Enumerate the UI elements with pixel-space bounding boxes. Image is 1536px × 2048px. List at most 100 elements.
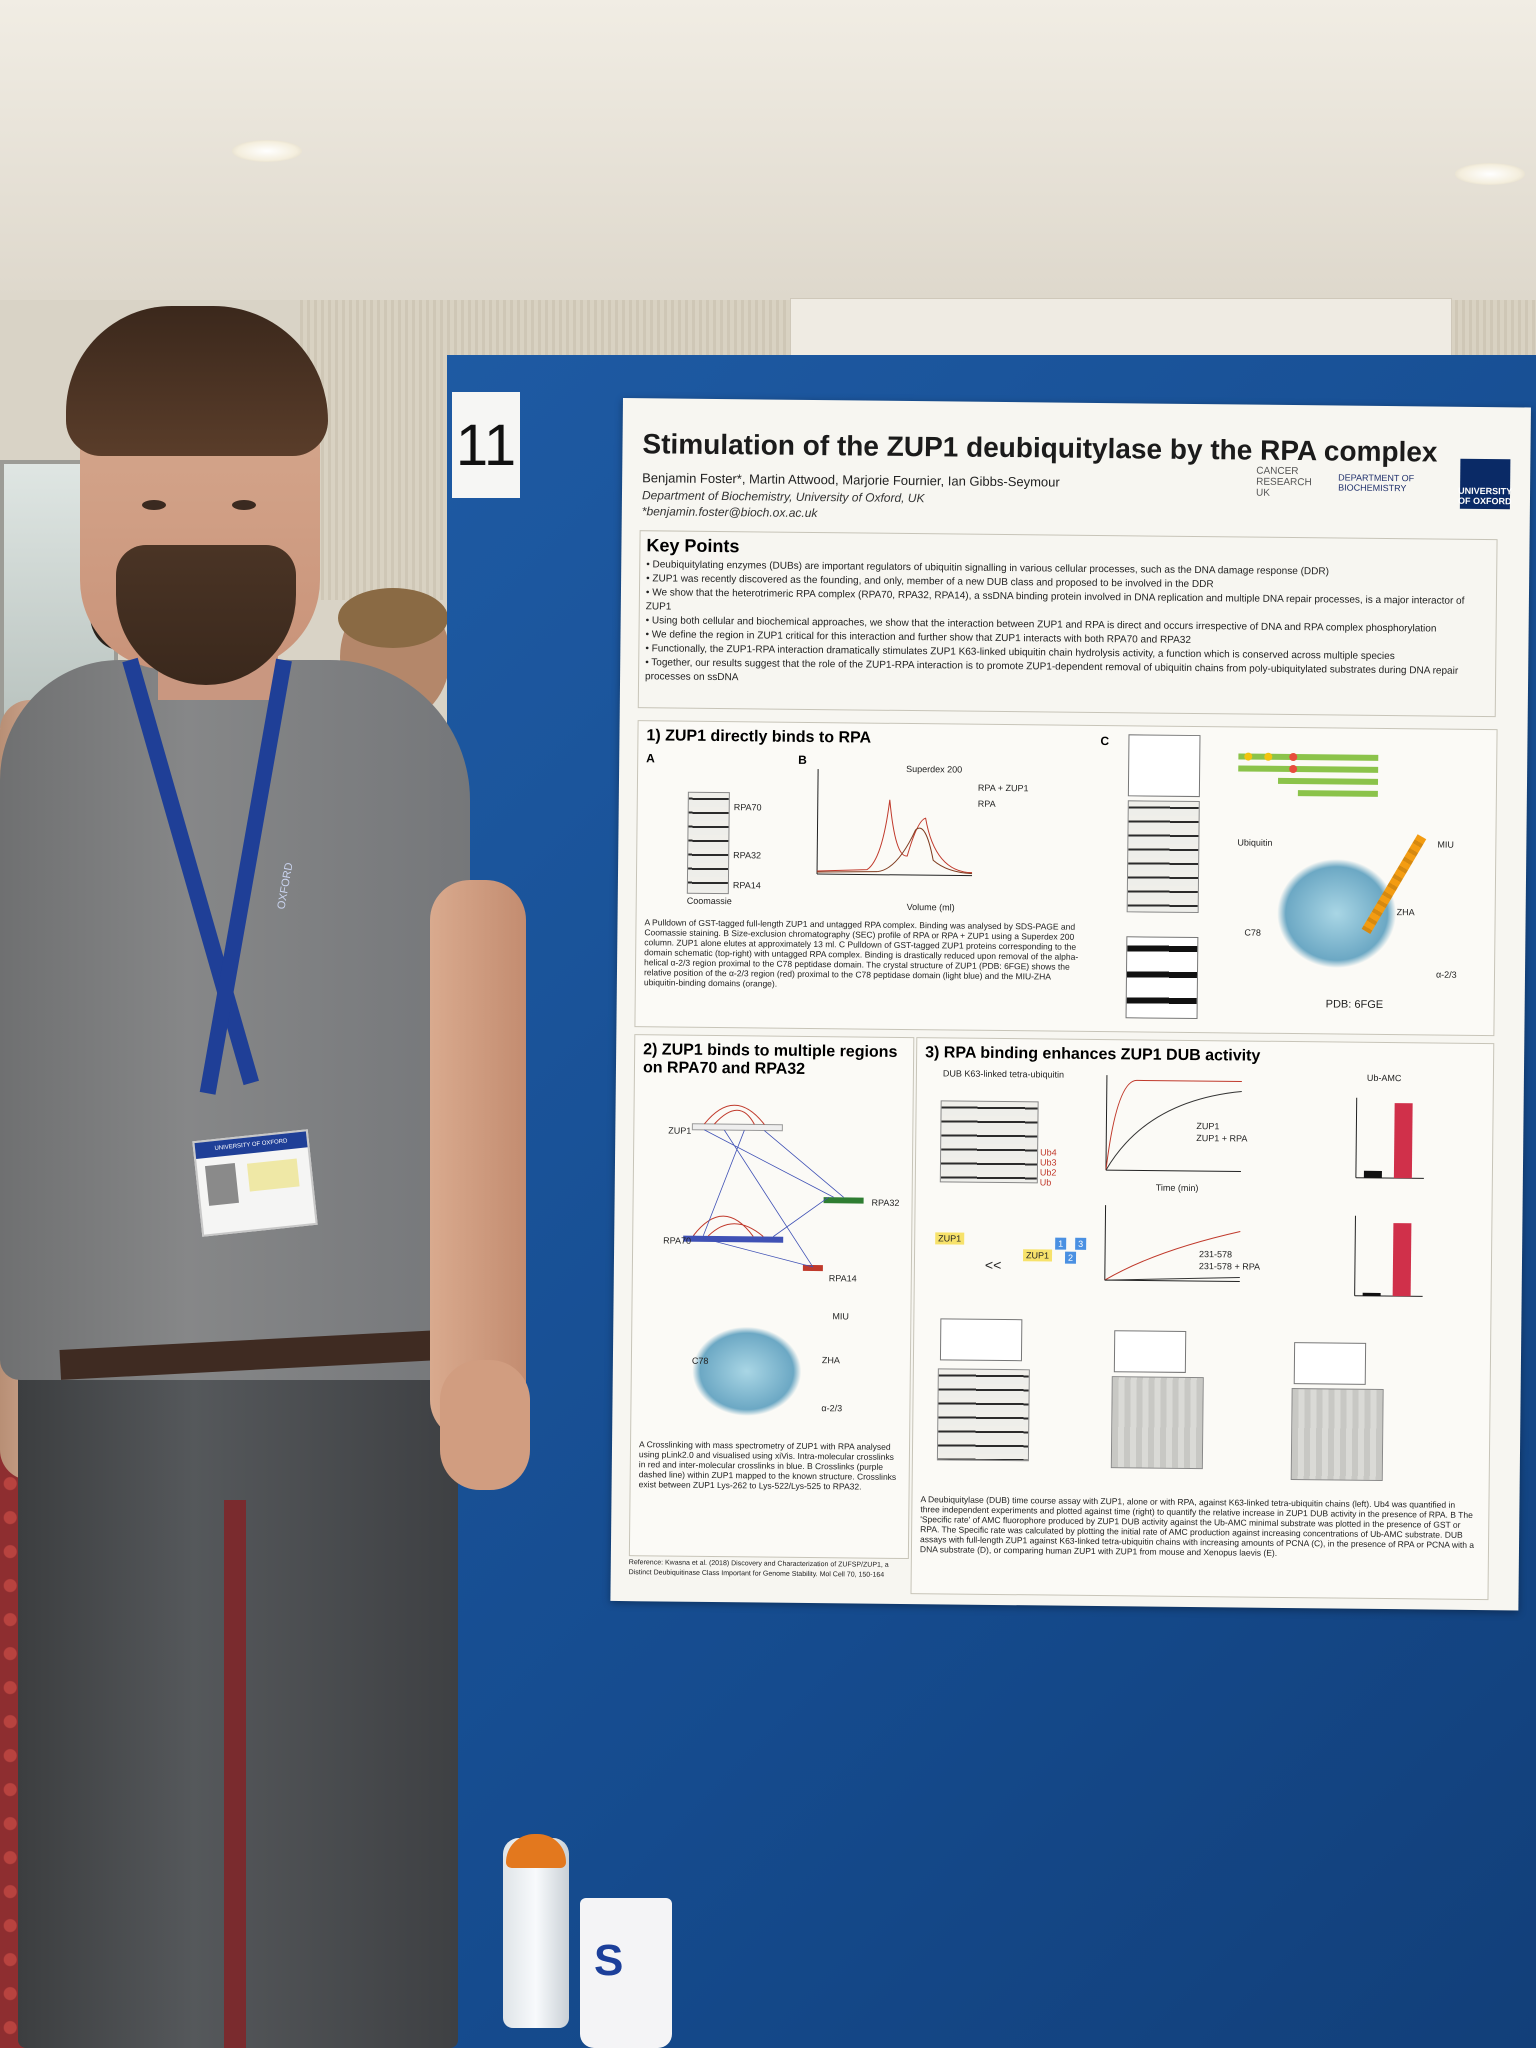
logo-row: CANCER RESEARCH UK DEPARTMENT OF BIOCHEM… [1256,457,1512,510]
protein-structure [691,1325,803,1417]
key-points-box: Key Points • Deubiquitylating enzymes (D… [637,530,1498,718]
poster-reference: Reference: Kwasna et al. (2018) Discover… [628,1559,889,1579]
coomassie-gel [686,791,730,895]
poster-affiliation: Department of Biochemistry, University o… [641,488,925,506]
panel-d-gel [1110,1376,1204,1470]
id-badge: UNIVERSITY OF OXFORD [192,1129,318,1237]
mug: S [580,1898,672,2048]
node-label: ZUP1 [668,1125,692,1136]
bar-wt-rpa [1393,1103,1413,1179]
dub-gel [939,1100,1039,1184]
leg-gap [224,1500,246,2048]
cartoon-rpa: 3 [1075,1237,1087,1250]
structure-label: C78 [691,1355,709,1366]
panel-e-grid [1293,1342,1367,1385]
pulldown-gel [1126,800,1200,914]
ub-label: Ub4 [1040,1147,1057,1158]
cartoon-rpa: 1 [1055,1237,1067,1250]
gel-stain-label: Coomassie [686,895,732,907]
cartoon-rpa: 2 [1064,1251,1077,1264]
curve-zup1-rpa [1105,1079,1242,1171]
section-1-caption: A Pulldown of GST-tagged full-length ZUP… [643,917,1079,989]
cartoon-zup1: ZUP1 [935,1228,965,1246]
time-course-chart-2 [1104,1205,1241,1283]
sec-legend-item: RPA [977,798,996,809]
ceiling-light [1455,163,1525,185]
sec-chart-title: Superdex 200 [906,763,963,775]
department-logo: DEPARTMENT OF BIOCHEMISTRY [1338,472,1415,494]
key-points-list: • Deubiquitylating enzymes (DUBs) are im… [645,558,1490,693]
section-1-box: 1) ZUP1 directly binds to RPA A B C RPA7… [634,720,1498,1037]
gel-label: RPA14 [732,880,761,891]
section-3-heading: 3) RPA binding enhances ZUP1 DUB activit… [925,1044,1261,1065]
time-course-chart-1 [1105,1075,1242,1173]
ceiling-light [232,140,302,162]
structure-label: α-2/3 [1435,969,1457,980]
structure-label: MIU [1437,839,1454,850]
structure-label: Ubiquitin [1237,837,1273,848]
node-label: RPA14 [828,1273,857,1284]
node-label: RPA32 [871,1197,900,1208]
curve-zup1 [1105,1091,1242,1171]
background-person-hair [338,588,448,648]
bar-231-rpa [1392,1223,1412,1297]
curve-legend: 231-578 [1199,1249,1233,1260]
eye [232,500,256,510]
hair [66,306,328,456]
right-arm [430,880,526,1440]
bar-chart-2 [1354,1215,1423,1297]
section-3-box: 3) RPA binding enhances ZUP1 DUB activit… [910,1037,1495,1601]
oxford-logo: UNIVERSITY OF OXFORD [1458,458,1512,510]
curve-legend: ZUP1 [1196,1121,1220,1132]
structure-label: MIU [832,1311,849,1322]
gel-title: DUB K63-linked tetra-ubiquitin [942,1068,1065,1080]
section-2-heading: 2) ZUP1 binds to multiple regions on RPA… [642,1041,898,1078]
research-poster: Stimulation of the ZUP1 deubiquitylase b… [610,398,1531,1611]
sec-legend-item: RPA + ZUP1 [977,782,1029,794]
curve-legend: ZUP1 + RPA [1196,1133,1248,1144]
sec-xlabel: Volume (ml) [906,901,955,913]
mug-text: S [594,1936,624,1985]
crosslink-network [683,1104,864,1272]
cartoon-compare: << [984,1256,1002,1274]
structure-label: ZHA [821,1355,840,1366]
ub-label: Ub2 [1039,1167,1057,1178]
section-2-box: 2) ZUP1 binds to multiple regions on RPA… [628,1034,915,1560]
right-hand [440,1360,530,1490]
bar-chart-1 [1355,1097,1424,1179]
ceiling [0,0,1536,300]
curve-231-578-rpa [1104,1231,1241,1281]
structure-label: α-2/3 [821,1403,843,1414]
ub-amc-label: Ub-AMC [1366,1072,1402,1084]
structure-label: C78 [1244,927,1262,938]
gel-label: RPA70 [733,802,762,813]
poster-email: *benjamin.foster@bioch.ox.ac.uk [641,504,818,521]
water-bottle [503,1838,569,2028]
board-number: 11 [452,392,520,498]
panel-e-gel [1290,1388,1384,1482]
panel-a-label: A [646,751,655,766]
badge-hologram [246,1158,300,1192]
construct-grid [1127,734,1201,798]
badge-photo [204,1163,239,1206]
time-label: Time (min) [1155,1182,1199,1194]
section-3-caption: A Deubiquitylase (DUB) time course assay… [919,1494,1475,1558]
eye [142,500,166,510]
panel-c-grid [939,1318,1023,1362]
node-label: RPA70 [663,1235,692,1246]
sec-trace-rpa [817,827,973,875]
panel-d-grid [1113,1330,1187,1373]
poster-authors: Benjamin Foster*, Martin Attwood, Marjor… [642,470,1060,490]
gel-label: RPA32 [733,850,762,861]
curve-legend: 231-578 + RPA [1198,1261,1261,1272]
ub-label: Ub [1039,1177,1052,1188]
beard [116,545,296,685]
sec-chromatogram [816,769,973,877]
section-2-caption: A Crosslinking with mass spectrometry of… [638,1439,897,1492]
pdb-label: PDB: 6FGE [1325,998,1384,1011]
sec-trace-rpa-zup1 [817,799,973,874]
cartoon-label: ZUP1 [1022,1249,1053,1262]
panel-c-gel [936,1368,1030,1462]
ub-label: Ub3 [1039,1157,1057,1168]
panel-c-label: C [1100,734,1110,749]
